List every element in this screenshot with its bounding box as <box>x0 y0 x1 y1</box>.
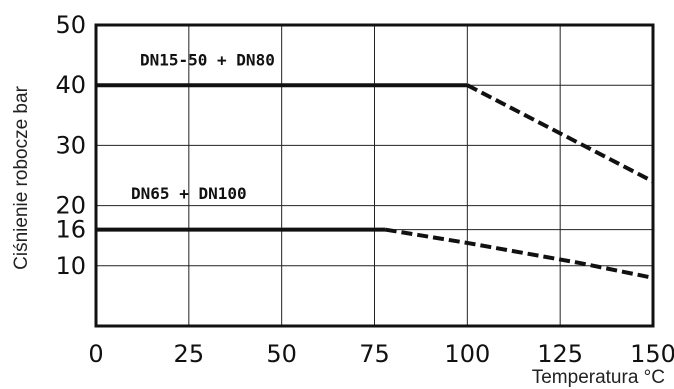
series-line-dashed <box>385 227 654 280</box>
grid <box>96 25 653 326</box>
x-tick-label: 150 <box>630 340 674 368</box>
x-tick-label: 50 <box>266 340 297 368</box>
x-tick-label: 75 <box>359 340 390 368</box>
series-label: DN65 + DN100 <box>131 184 247 203</box>
x-tick-label: 125 <box>537 340 583 368</box>
y-axis-title: Ciśnienie robocze bar <box>11 85 32 269</box>
y-tick-label: 20 <box>55 192 86 220</box>
y-tick-label: 16 <box>55 216 86 244</box>
series-line-dashed <box>466 83 654 184</box>
series-labels: DN15-50 + DN80 DN65 + DN100 <box>131 50 275 203</box>
x-tick-label: 100 <box>444 340 490 368</box>
y-tick-label: 30 <box>55 131 86 159</box>
series-lines <box>96 83 654 280</box>
x-tick-label: 25 <box>174 340 205 368</box>
plot-frame <box>94 23 655 328</box>
x-tick-label: 0 <box>88 340 103 368</box>
series-label: DN15-50 + DN80 <box>140 50 275 69</box>
y-tick-label: 40 <box>55 71 86 99</box>
y-tick-label: 50 <box>55 11 86 39</box>
x-axis-title: Temperatura °C <box>532 367 665 388</box>
y-tick-label: 10 <box>55 252 86 280</box>
